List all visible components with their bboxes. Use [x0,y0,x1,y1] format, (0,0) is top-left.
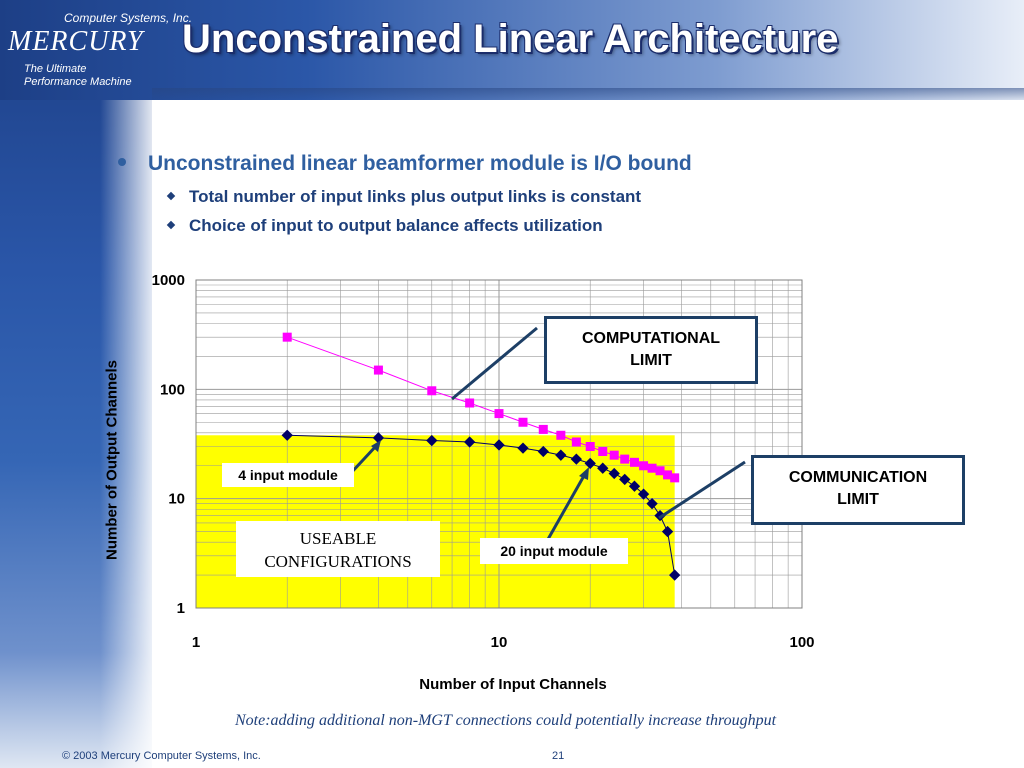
data-point-diamond [426,434,438,447]
header-bar [0,0,1024,100]
x-axis-label: Number of Input Channels [419,676,607,693]
data-point-diamond [608,467,620,480]
bullet-main: Unconstrained linear beamformer module i… [118,152,692,176]
data-point-diamond [570,453,583,465]
logo-company-text: Computer Systems, Inc. [64,11,193,25]
data-point-square [639,461,649,471]
data-point-square [585,442,595,452]
tick-label-layer: 1 10 100 1 10 100 1000 [152,272,815,651]
computational-limit-box: COMPUTATIONAL LIMIT [544,316,758,384]
computational-pointer [451,326,538,401]
data-point-diamond [669,569,681,581]
y-tick-label: 100 [160,381,185,398]
data-point-square [670,473,680,483]
y-tick-label: 1000 [152,272,185,289]
data-point-square [647,463,657,473]
data-point-square [494,409,504,419]
data-point-square [556,430,566,440]
computational-limit-line2: LIMIT [630,352,672,369]
twenty-input-module-label: 20 input module [480,538,628,564]
data-point-square [598,447,608,457]
x-tick-label: 10 [491,634,508,651]
communication-pointer [658,460,746,520]
data-point-diamond [661,525,674,538]
page-title: Unconstrained Linear Architecture [182,17,839,61]
data-point-square [663,470,673,480]
four-input-pointer [348,443,379,476]
data-point-diamond [584,457,596,470]
bullet-sub-2: Choice of input to output balance affect… [166,216,603,236]
data-point-diamond [555,449,567,461]
useable-configurations-label: USEABLE CONFIGURATIONS [236,521,440,577]
bullet-dot-icon [118,158,126,167]
useable-line2: CONFIGURATIONS [264,552,412,571]
data-point-square [465,398,475,408]
data-point-square [629,457,639,467]
data-point-square [373,365,383,375]
footer-copyright: © 2003 Mercury Computer Systems, Inc. [62,750,261,762]
data-point-square [655,466,665,476]
logo-tagline-line2: Performance Machine [24,76,132,88]
bullet-sub-2-text: Choice of input to output balance affect… [189,216,603,235]
note-text: Note:adding additional non-MGT connectio… [235,712,777,729]
y-axis-label: Number of Output Channels [103,360,121,560]
data-point-diamond [597,462,609,474]
data-point-square [538,424,548,434]
data-point-square [620,454,630,464]
sidebar-fade [100,100,160,768]
data-point-diamond [646,498,658,510]
twenty-input-pointer [545,473,587,542]
plot-frame-layer [195,279,803,609]
four-input-module-label: 4 input module [222,463,354,487]
data-point-diamond [537,445,549,458]
data-point-square [427,386,437,396]
content-area [152,100,1024,768]
bullet-main-text: Unconstrained linear beamformer module i… [148,152,692,175]
logo-tagline: The Ultimate Performance Machine [24,63,144,89]
series-layer [281,332,681,581]
pointer-layer [348,326,746,542]
twenty-input-arrowhead [579,467,589,480]
y-tick-label: 1 [177,600,185,617]
bullet-sub-1-text: Total number of input links plus output … [189,187,642,206]
footer-page-number: 21 [552,750,565,762]
four-input-arrowhead [371,440,381,452]
useable-line1: USEABLE [299,529,377,548]
data-point-diamond [281,429,293,441]
communication-limit-line2: LIMIT [837,491,879,508]
bullet-sub-1: Total number of input links plus output … [166,187,642,207]
data-point-square [609,450,619,460]
data-point-diamond [628,480,641,492]
data-point-diamond [637,488,650,500]
x-tick-label: 100 [789,634,814,651]
data-point-diamond [493,439,505,451]
y-tick-label: 10 [168,491,185,508]
data-point-diamond [463,436,476,448]
computational-limit-line1: COMPUTATIONAL [581,330,721,347]
communication-limit-box: COMMUNICATION LIMIT [751,455,965,525]
data-point-square [282,332,292,342]
data-point-diamond [619,473,631,486]
data-point-diamond [372,432,385,444]
plot-frame [195,279,803,609]
data-point-diamond [517,442,529,454]
logo-mercury: MERCURY [8,26,144,57]
data-point-square [571,437,581,447]
header-shadow [152,88,1024,102]
x-tick-label: 1 [192,634,200,651]
data-point-square [518,417,528,427]
logo-tagline-line1: The Ultimate [24,63,87,75]
communication-limit-line1: COMMUNICATION [788,469,928,486]
